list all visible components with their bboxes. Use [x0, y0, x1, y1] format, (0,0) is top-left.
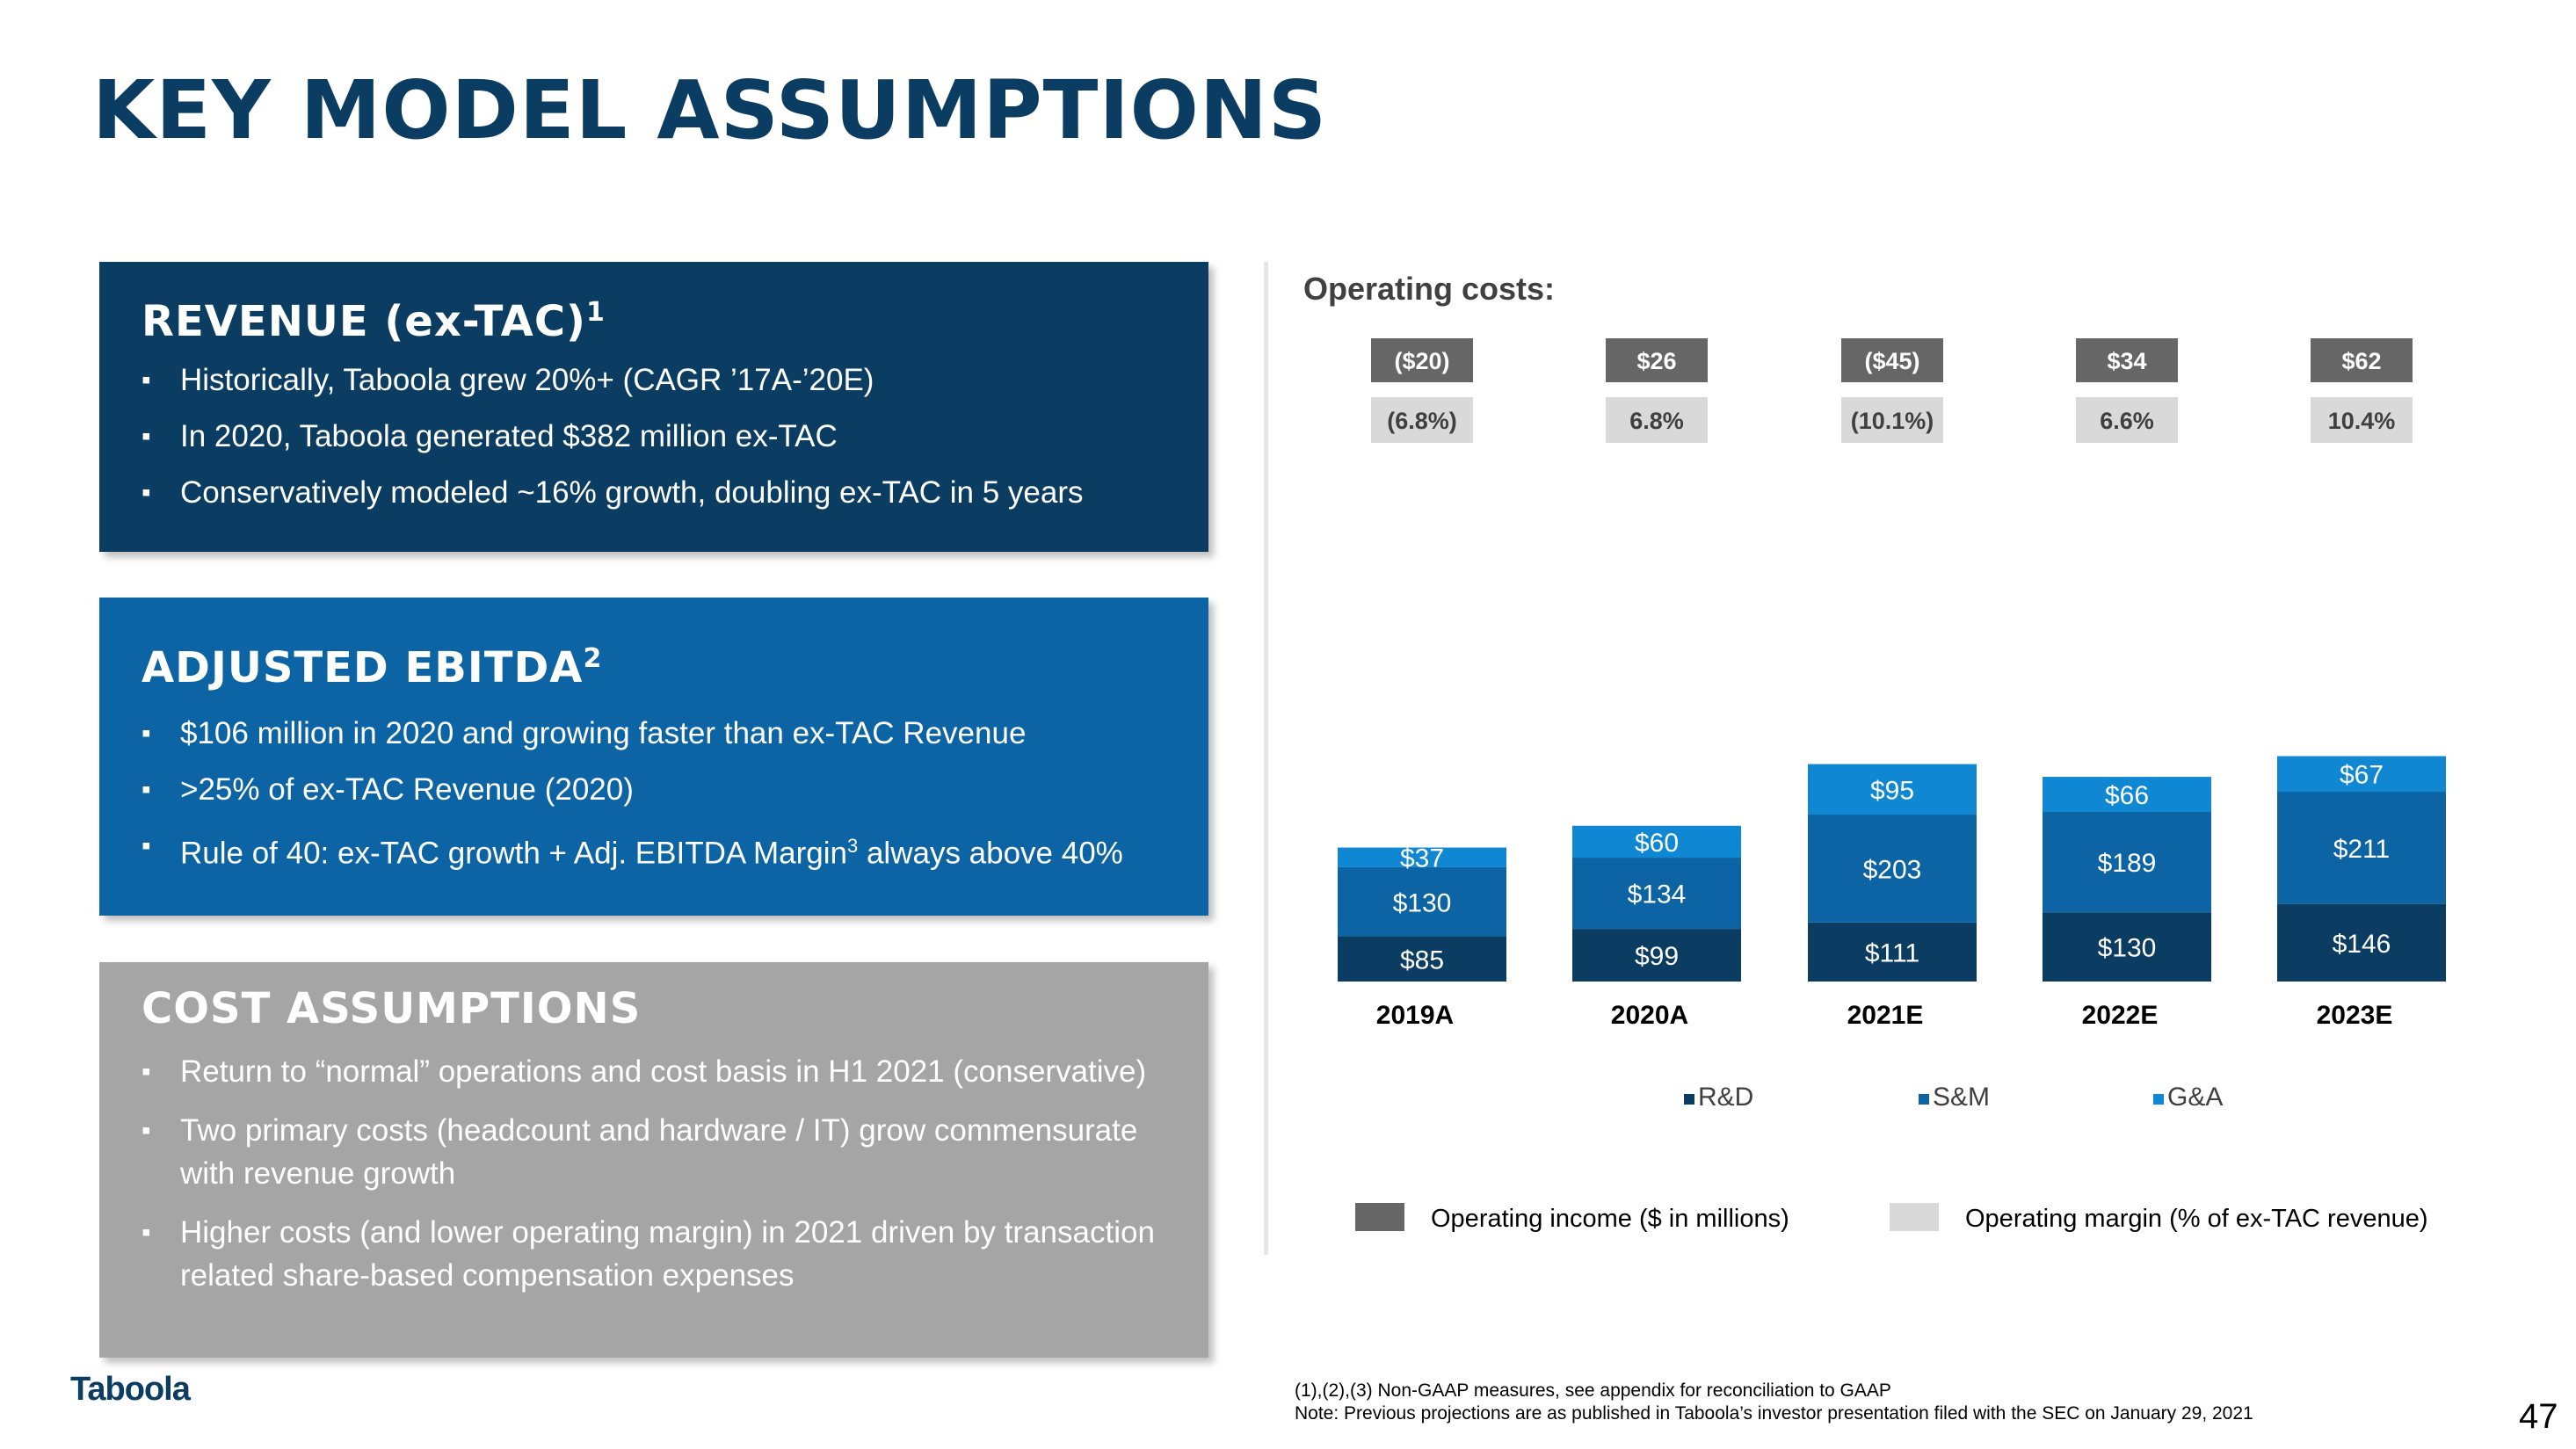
chart-title: Operating costs:	[1303, 271, 1556, 307]
divider	[1264, 262, 1268, 1255]
margin-legend-swatch	[1890, 1203, 1939, 1231]
list-item: Two primary costs (headcount and hardwar…	[141, 1109, 1191, 1195]
footnote-line: Note: Previous projections are as publis…	[1295, 1403, 2253, 1424]
bar-segment	[2277, 792, 2446, 904]
data-label: $130	[2098, 934, 2157, 963]
list-item: In 2020, Taboola generated $382 million …	[141, 415, 1191, 458]
operating-margin-box	[2076, 397, 2178, 443]
list-item: >25% of ex-TAC Revenue (2020)	[141, 768, 1191, 811]
operating-income-box	[1371, 338, 1473, 382]
revenue-heading: REVENUE (ex-TAC)1	[141, 297, 606, 346]
operating-margin-box	[2311, 397, 2413, 443]
bar-segment	[1338, 936, 1506, 982]
ebitda-heading: ADJUSTED EBITDA2	[141, 643, 603, 692]
bar-segment	[1808, 815, 1977, 923]
margin-legend-label: Operating margin (% of ex-TAC revenue)	[1965, 1205, 2428, 1233]
data-label: $134	[1628, 880, 1687, 909]
data-label: $130	[1393, 888, 1452, 917]
operating-margin-label: (6.8%)	[1387, 408, 1457, 434]
data-label: $146	[2333, 930, 2391, 959]
operating-income-label: $62	[2341, 348, 2381, 374]
page-number: 47	[2519, 1397, 2558, 1436]
data-label: $189	[2098, 849, 2157, 878]
list-item: Return to “normal” operations and cost b…	[141, 1050, 1191, 1093]
data-label: $37	[1400, 844, 1444, 873]
bar-segment	[1338, 866, 1506, 937]
list-item: Conservatively modeled ~16% growth, doub…	[141, 471, 1191, 514]
x-tick-label: 2023E	[2317, 1001, 2393, 1030]
operating-margin-box	[1371, 397, 1473, 443]
income-legend-swatch	[1355, 1203, 1404, 1231]
data-label: $99	[1635, 942, 1679, 971]
revenue-box: REVENUE (ex-TAC)1 Historically, Taboola …	[99, 262, 1208, 552]
operating-income-label: $26	[1636, 348, 1676, 374]
operating-margin-label: (10.1%)	[1851, 408, 1934, 434]
operating-income-label: ($45)	[1864, 348, 1919, 374]
data-label: $67	[2340, 761, 2384, 790]
revenue-bullets: Historically, Taboola grew 20%+ (CAGR ’1…	[141, 359, 1191, 527]
data-label: $95	[1870, 776, 1914, 805]
bar-segment	[1808, 922, 1977, 982]
data-label: $60	[1635, 829, 1679, 858]
bar-segment	[2043, 777, 2211, 813]
operating-income-box	[1606, 338, 1708, 382]
page-title: KEY MODEL ASSUMPTIONS	[92, 63, 1328, 157]
bar-segment	[1572, 825, 1741, 859]
footnote: (1),(2),(3) Non-GAAP measures, see appen…	[1295, 1380, 2253, 1425]
operating-income-label: $34	[2107, 348, 2146, 374]
bar-segment	[1338, 847, 1506, 867]
x-tick-label: 2021E	[1847, 1001, 1924, 1030]
operating-margin-label: 10.4%	[2328, 408, 2396, 434]
list-item: Higher costs (and lower operating margin…	[141, 1211, 1191, 1297]
bar-segment	[1572, 858, 1741, 930]
legend-label: G&A	[2167, 1083, 2223, 1112]
bar-segment	[2277, 756, 2446, 793]
cost-heading: COST ASSUMPTIONS	[141, 984, 642, 1033]
operating-income-box	[2076, 338, 2178, 382]
bar-segment	[2277, 903, 2446, 982]
legend-label: R&D	[1698, 1083, 1753, 1112]
legend-label: S&M	[1933, 1083, 1990, 1112]
operating-margin-label: 6.8%	[1629, 408, 1684, 434]
cost-bullets: Return to “normal” operations and cost b…	[141, 1050, 1191, 1313]
data-label: $203	[1863, 855, 1922, 884]
x-tick-label: 2019A	[1376, 1001, 1454, 1030]
operating-margin-box	[1606, 397, 1708, 443]
legend-swatch	[1919, 1094, 1929, 1105]
legend-swatch	[1684, 1094, 1694, 1105]
operating-costs-chart: ($20) (6.8%) $85 $130 $37 2019A $26 6.8% $99 $134…	[1338, 338, 2446, 1233]
bar-segment	[1808, 764, 1977, 815]
x-tick-label: 2020A	[1611, 1001, 1688, 1030]
bar-segment	[2043, 912, 2211, 982]
list-item: Historically, Taboola grew 20%+ (CAGR ’1…	[141, 359, 1191, 402]
operating-income-box	[1841, 338, 1943, 382]
income-legend-label: Operating income ($ in millions)	[1431, 1205, 1789, 1233]
data-label: $85	[1400, 945, 1444, 974]
footnote-line: (1),(2),(3) Non-GAAP measures, see appen…	[1295, 1380, 1891, 1401]
data-label: $211	[2333, 835, 2391, 864]
list-item: Rule of 40: ex-TAC growth + Adj. EBITDA …	[141, 824, 1191, 875]
bar-segment	[2043, 812, 2211, 913]
data-label: $111	[1865, 938, 1919, 967]
operating-margin-box	[1841, 397, 1943, 443]
list-item: $106 million in 2020 and growing faster …	[141, 712, 1191, 755]
operating-margin-label: 6.6%	[2100, 408, 2154, 434]
operating-income-box	[2311, 338, 2413, 382]
operating-income-label: ($20)	[1394, 348, 1449, 374]
ebitda-box: ADJUSTED EBITDA2 $106 million in 2020 an…	[99, 598, 1208, 916]
cost-box: COST ASSUMPTIONS Return to “normal” oper…	[99, 962, 1208, 1358]
taboola-logo: Taboola	[70, 1371, 191, 1408]
data-label: $66	[2105, 781, 2149, 810]
legend-swatch	[2153, 1094, 2164, 1105]
bar-segment	[1572, 929, 1741, 982]
ebitda-bullets: $106 million in 2020 and growing faster …	[141, 712, 1191, 888]
x-tick-label: 2022E	[2082, 1001, 2159, 1030]
